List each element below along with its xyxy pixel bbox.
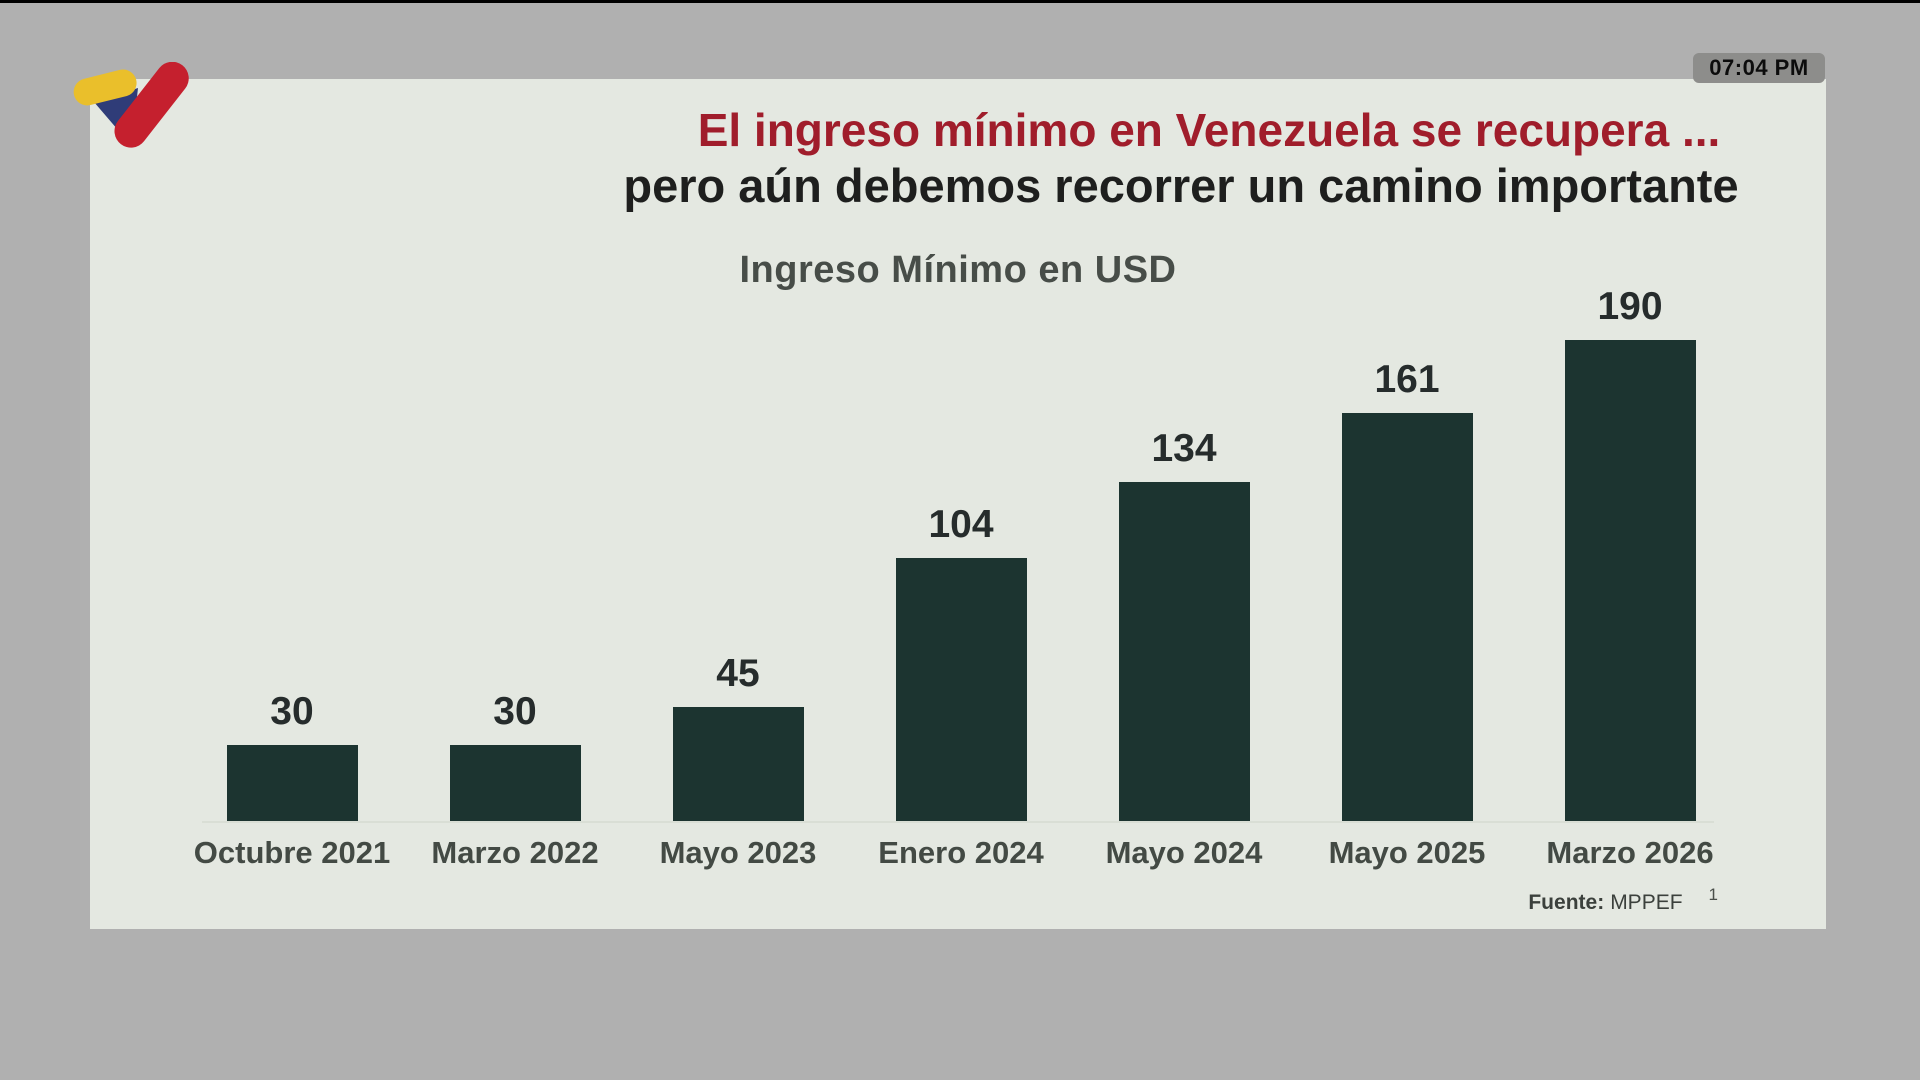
source-note: Fuente: MPPEF 1 bbox=[1528, 885, 1718, 915]
vtv-logo-red-stroke bbox=[114, 62, 189, 148]
bar bbox=[1564, 340, 1696, 821]
slide-title: El ingreso mínimo en Venezuela se recupe… bbox=[697, 104, 1721, 156]
bar bbox=[1341, 413, 1473, 821]
bar bbox=[1118, 482, 1250, 821]
source-label: Fuente: bbox=[1528, 891, 1605, 914]
bar bbox=[895, 558, 1027, 821]
category-label: Mayo 2025 bbox=[1328, 835, 1486, 870]
category-label: Octubre 2021 bbox=[193, 835, 391, 870]
source-value: MPPEF bbox=[1610, 891, 1683, 914]
category-label: Mayo 2024 bbox=[1105, 835, 1263, 870]
timestamp-badge: 07:04 PM bbox=[1693, 53, 1825, 83]
top-edge-strip bbox=[0, 0, 1920, 3]
presentation-slide: El ingreso mínimo en Venezuela se recupe… bbox=[90, 79, 1826, 929]
category-label: Marzo 2026 bbox=[1546, 835, 1714, 870]
category-label: Marzo 2022 bbox=[431, 835, 599, 870]
bar bbox=[449, 745, 581, 821]
bar-value-label: 161 bbox=[1374, 358, 1440, 401]
vtv-logo-yellow-bar bbox=[73, 69, 137, 106]
bar bbox=[672, 707, 804, 821]
vtv-logo bbox=[73, 62, 189, 148]
chart-title: Ingreso Mínimo en USD bbox=[739, 249, 1177, 291]
bar-value-label: 30 bbox=[270, 690, 314, 733]
bar-chart: 30 Octubre 2021 30 Marzo 2022 45 Mayo 2023 104… bbox=[90, 79, 1826, 929]
bar bbox=[226, 745, 358, 821]
x-axis-line bbox=[202, 821, 1714, 823]
slide-subtitle: pero aún debemos recorrer un camino impo… bbox=[623, 159, 1739, 212]
bar-value-label: 134 bbox=[1151, 427, 1217, 470]
bar-value-label: 190 bbox=[1597, 285, 1663, 328]
category-label: Enero 2024 bbox=[878, 835, 1044, 870]
category-label: Mayo 2023 bbox=[659, 835, 817, 870]
bar-value-label: 45 bbox=[716, 652, 760, 695]
bar-value-label: 30 bbox=[493, 690, 537, 733]
bar-value-label: 104 bbox=[928, 503, 994, 546]
timestamp-text: 07:04 PM bbox=[1709, 55, 1809, 80]
footnote-marker: 1 bbox=[1708, 885, 1718, 904]
